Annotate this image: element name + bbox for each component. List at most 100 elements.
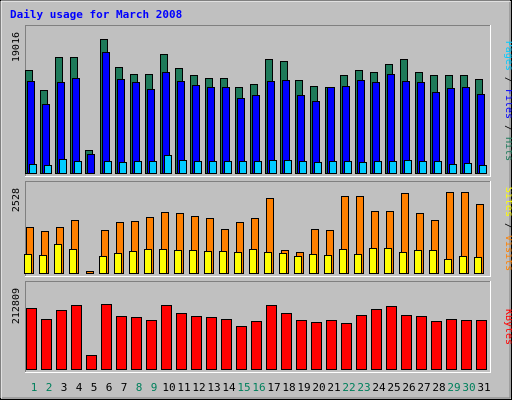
bar-files-day-26 <box>402 81 410 174</box>
bar-pages-day-13 <box>209 161 217 174</box>
series-label-visits: Visits <box>503 235 512 271</box>
x-tick-label-day-24: 24 <box>372 381 386 394</box>
bar-visits-day-5 <box>86 271 94 274</box>
x-tick-label-day-23: 23 <box>357 381 370 394</box>
bar-files-day-21 <box>327 87 335 174</box>
bar-kbytes-day-6 <box>101 304 112 370</box>
bar-sites-day-16 <box>249 249 257 274</box>
bar-pages-day-11 <box>179 160 187 174</box>
bar-sites-day-2 <box>39 255 47 274</box>
bar-files-day-23 <box>357 80 365 174</box>
bar-pages-day-23 <box>359 162 367 174</box>
bar-pages-day-27 <box>419 161 427 174</box>
series-label-files: Files <box>503 89 512 119</box>
bar-pages-day-31 <box>479 165 487 174</box>
bar-kbytes-day-13 <box>206 317 217 370</box>
bar-sites-day-10 <box>159 249 167 274</box>
bar-kbytes-day-1 <box>26 308 37 370</box>
bar-pages-day-10 <box>164 155 172 174</box>
bar-files-day-2 <box>42 104 50 174</box>
bar-files-day-22 <box>342 86 350 174</box>
x-tick-label-day-10: 10 <box>162 381 175 394</box>
bar-pages-day-17 <box>269 160 277 174</box>
x-tick-label-day-26: 26 <box>402 381 415 394</box>
bar-kbytes-day-30 <box>461 320 472 370</box>
bar-pages-day-12 <box>194 161 202 174</box>
bar-kbytes-day-21 <box>326 320 337 370</box>
bar-kbytes-day-8 <box>131 317 142 370</box>
x-tick-label-day-9: 9 <box>151 381 158 394</box>
bar-kbytes-day-24 <box>371 309 382 370</box>
bar-kbytes-day-22 <box>341 323 352 370</box>
bar-pages-day-15 <box>239 161 247 174</box>
series-label-kbytes: KBytes <box>503 309 512 345</box>
bar-files-day-11 <box>177 81 185 174</box>
x-tick-label-day-1: 1 <box>31 381 38 394</box>
panel-2-series-label: Sites / Visits <box>503 187 512 271</box>
bar-sites-day-23 <box>354 254 362 274</box>
bar-files-day-29 <box>447 88 455 174</box>
series-label-separator: / <box>503 217 512 235</box>
x-tick-label-day-7: 7 <box>121 381 128 394</box>
x-tick-label-day-20: 20 <box>312 381 325 394</box>
bar-kbytes-day-20 <box>311 322 322 370</box>
bar-kbytes-day-28 <box>431 321 442 370</box>
bar-sites-day-25 <box>384 248 392 274</box>
bar-kbytes-day-12 <box>191 316 202 370</box>
x-tick-label-day-8: 8 <box>136 381 143 394</box>
bar-files-day-17 <box>267 81 275 174</box>
bar-kbytes-day-7 <box>116 316 127 370</box>
bar-sites-day-31 <box>474 257 482 274</box>
series-label-sites: Sites <box>503 187 512 217</box>
bar-sites-day-11 <box>174 250 182 274</box>
x-tick-label-day-3: 3 <box>61 381 68 394</box>
bar-pages-day-6 <box>104 161 112 174</box>
bar-kbytes-day-2 <box>41 319 52 370</box>
bar-pages-day-25 <box>389 161 397 174</box>
x-tick-label-day-4: 4 <box>76 381 83 394</box>
bar-sites-day-12 <box>189 250 197 274</box>
panel-2-ymax-label: 2528 <box>11 188 22 212</box>
bar-pages-day-28 <box>434 161 442 174</box>
bar-pages-day-16 <box>254 161 262 174</box>
bar-pages-day-4 <box>74 161 82 174</box>
bar-pages-day-19 <box>299 161 307 174</box>
bar-sites-day-27 <box>414 250 422 274</box>
series-label-separator: / <box>503 119 512 137</box>
x-tick-label-day-5: 5 <box>91 381 98 394</box>
bar-kbytes-day-19 <box>296 320 307 370</box>
x-tick-label-day-14: 14 <box>222 381 236 394</box>
bar-sites-day-1 <box>24 254 32 274</box>
x-tick-label-day-28: 28 <box>432 381 445 394</box>
bar-files-day-31 <box>477 94 485 174</box>
bar-kbytes-day-16 <box>251 321 262 370</box>
bar-pages-day-1 <box>29 164 37 174</box>
bar-kbytes-day-27 <box>416 316 427 370</box>
x-tick-label-day-27: 27 <box>417 381 430 394</box>
panel-3-ymax-label: 212809 <box>11 288 22 324</box>
bar-files-day-13 <box>207 87 215 174</box>
bar-sites-day-24 <box>369 248 377 274</box>
bar-kbytes-day-31 <box>476 320 487 370</box>
bar-files-day-30 <box>462 87 470 174</box>
x-tick-label-day-11: 11 <box>177 381 190 394</box>
bar-sites-day-7 <box>114 253 122 274</box>
bar-sites-day-22 <box>339 249 347 274</box>
bar-kbytes-day-4 <box>71 305 82 370</box>
bar-files-day-27 <box>417 82 425 174</box>
bar-pages-day-30 <box>464 163 472 174</box>
x-tick-label-day-19: 19 <box>297 381 310 394</box>
bar-files-day-12 <box>192 85 200 174</box>
bar-files-day-5 <box>87 154 95 174</box>
bar-kbytes-day-26 <box>401 315 412 370</box>
bar-sites-day-20 <box>309 254 317 274</box>
bar-files-day-1 <box>27 81 35 174</box>
bar-pages-day-14 <box>224 161 232 174</box>
x-tick-label-day-21: 21 <box>327 381 340 394</box>
bar-kbytes-day-14 <box>221 319 232 370</box>
bar-files-day-9 <box>147 89 155 174</box>
series-label-pages: Pages <box>503 41 512 71</box>
panel-3-series-label: KBytes <box>503 309 512 345</box>
bar-files-day-18 <box>282 80 290 174</box>
